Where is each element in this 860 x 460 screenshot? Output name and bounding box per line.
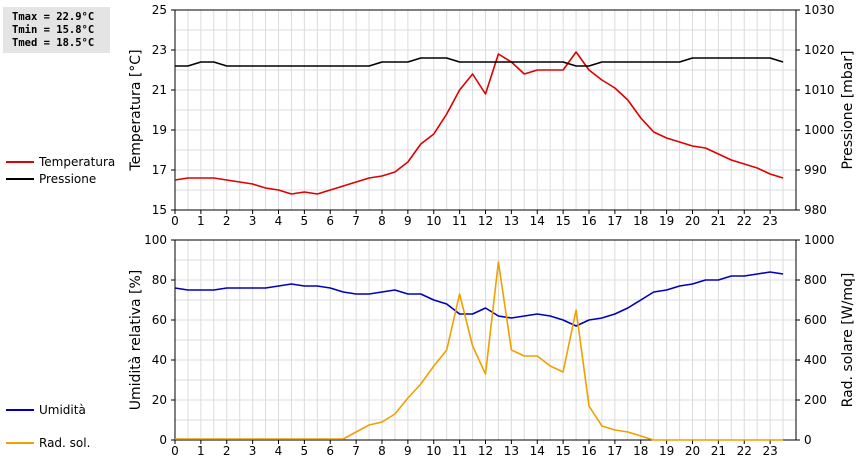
top-xtick-label: 19 [659,214,674,228]
bottom-xtick-label: 11 [452,444,467,458]
top-xtick-label: 11 [452,214,467,228]
top-ytick-left-label: 15 [152,203,167,217]
bottom-xtick-label: 20 [685,444,700,458]
tmed-label: Tmed = 18.5°C [12,37,95,49]
bottom-xtick-label: 6 [326,444,334,458]
bottom-ylabel-left: Umidità relativa [%] [128,270,144,411]
top-ytick-left-label: 25 [152,3,167,17]
bottom-xtick-label: 19 [659,444,674,458]
bottom-xtick-label: 9 [404,444,412,458]
bottom-ytick-left-label: 20 [152,393,167,407]
bottom-xtick-label: 22 [737,444,752,458]
top-xtick-label: 2 [223,214,231,228]
top-xtick-label: 22 [737,214,752,228]
bottom-ytick-left-label: 60 [152,313,167,327]
top-xtick-label: 16 [581,214,596,228]
top-xtick-label: 3 [249,214,257,228]
top-xtick-label: 10 [426,214,441,228]
tmin-label: Tmin = 15.8°C [12,24,95,36]
bottom-xtick-label: 13 [504,444,519,458]
bottom-xtick-label: 10 [426,444,441,458]
top-ytick-left-label: 21 [152,83,167,97]
top-ytick-right-label: 1000 [804,123,835,137]
legend-label-pressione: Pressione [39,172,97,186]
top-xtick-label: 21 [711,214,726,228]
top-ytick-right-label: 990 [804,163,827,177]
bottom-xtick-label: 5 [301,444,309,458]
top-xtick-label: 23 [762,214,777,228]
top-xtick-label: 9 [404,214,412,228]
bottom-ytick-right-label: 1000 [804,233,835,247]
bottom-ytick-right-label: 400 [804,353,827,367]
bottom-ytick-right-label: 200 [804,393,827,407]
bottom-xtick-label: 16 [581,444,596,458]
top-series-temperatura [174,51,784,195]
top-xtick-label: 17 [607,214,622,228]
stats-box: Tmax = 22.9°C Tmin = 15.8°C Tmed = 18.5°… [3,7,110,53]
bottom-ytick-right-label: 600 [804,313,827,327]
top-xtick-label: 5 [301,214,309,228]
top-ytick-left-label: 17 [152,163,167,177]
legend-swatch-pressione [6,178,34,180]
bottom-ytick-left-label: 100 [144,233,167,247]
top-xtick-label: 13 [504,214,519,228]
bottom-ytick-right-label: 800 [804,273,827,287]
tmax-label: Tmax = 22.9°C [12,11,95,23]
bottom-xtick-label: 17 [607,444,622,458]
top-ytick-right-label: 1020 [804,43,835,57]
legend-swatch-umidita [6,409,34,411]
bottom-ytick-left-label: 0 [159,433,167,447]
top-xtick-label: 6 [326,214,334,228]
top-ytick-right-label: 1030 [804,3,835,17]
bottom-xtick-label: 14 [530,444,545,458]
top-xtick-label: 0 [171,214,179,228]
legend-swatch-temperatura [6,161,34,163]
top-xtick-label: 18 [633,214,648,228]
bottom-series-rad-sol [175,261,784,441]
bottom-xtick-label: 8 [378,444,386,458]
legend-label-temperatura: Temperatura [39,155,116,169]
legend-swatch-rad-sol [6,442,34,444]
legend-label-rad-sol: Rad. sol. [39,436,91,450]
top-xtick-label: 14 [530,214,545,228]
top-ytick-left-label: 19 [152,123,167,137]
top-xtick-label: 20 [685,214,700,228]
bottom-ytick-left-label: 40 [152,353,167,367]
bottom-xtick-label: 18 [633,444,648,458]
bottom-xtick-label: 1 [197,444,205,458]
top-ytick-left-label: 23 [152,43,167,57]
top-ylabel-left: Temperatura [°C] [128,49,144,171]
bottom-xtick-label: 2 [223,444,231,458]
bottom-ytick-left-label: 80 [152,273,167,287]
bottom-xtick-label: 12 [478,444,493,458]
top-xtick-label: 8 [378,214,386,228]
bottom-xtick-label: 7 [352,444,360,458]
bottom-xtick-label: 23 [762,444,777,458]
top-ytick-right-label: 1010 [804,83,835,97]
bottom-xtick-label: 21 [711,444,726,458]
top-series-pressione [175,57,784,67]
top-ytick-right-label: 980 [804,203,827,217]
bottom-series-umidit [174,271,784,327]
bottom-xtick-label: 4 [275,444,283,458]
top-ylabel-right: Pressione [mbar] [840,50,856,169]
top-xtick-label: 4 [275,214,283,228]
bottom-ytick-right-label: 0 [804,433,812,447]
bottom-xtick-label: 15 [555,444,570,458]
bottom-ylabel-right: Rad. solare [W/mq] [840,273,856,408]
top-xtick-label: 12 [478,214,493,228]
top-xtick-label: 15 [555,214,570,228]
top-xtick-label: 1 [197,214,205,228]
bottom-xtick-label: 0 [171,444,179,458]
top-xtick-label: 7 [352,214,360,228]
legend-label-umidita: Umidità [39,403,86,417]
bottom-xtick-label: 3 [249,444,257,458]
